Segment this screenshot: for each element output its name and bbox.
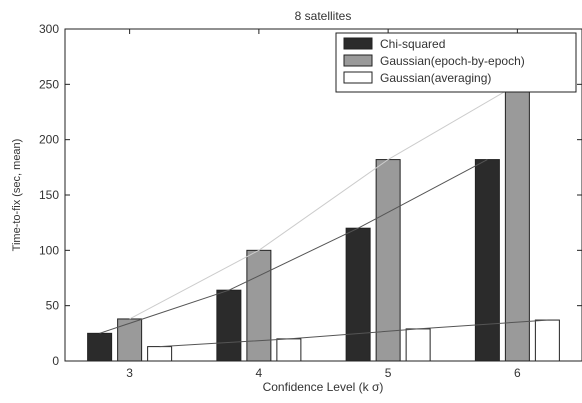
x-tick-label: 5 (385, 366, 392, 380)
y-tick-label: 0 (52, 354, 59, 368)
y-tick-label: 100 (39, 243, 59, 257)
y-tick-label: 250 (39, 77, 59, 91)
bar-2-6 (504, 83, 530, 362)
x-axis-label: Confidence Level (k σ) (263, 380, 384, 394)
y-axis-label: Time-to-fix (sec, mean) (11, 139, 23, 252)
bar-1-5 (345, 227, 371, 362)
y-tick-label: 300 (39, 22, 59, 36)
bar-3-3 (147, 346, 173, 362)
legend-label-2: Gaussian(epoch-by-epoch) (380, 54, 525, 68)
bar-2-3 (117, 318, 143, 362)
x-tick-label: 4 (256, 366, 263, 380)
trend-line-3 (159, 319, 548, 348)
legend-label-3: Gaussian(averaging) (380, 71, 491, 85)
trend-line-1 (99, 159, 488, 334)
bar-2-5 (375, 159, 401, 362)
legend-swatch-3 (343, 71, 373, 84)
trend-line-2 (129, 83, 518, 320)
bar-1-6 (474, 159, 500, 362)
legend-box (335, 32, 577, 93)
x-tick-label: 6 (514, 366, 521, 380)
bar-3-6 (534, 319, 560, 362)
bar-2-4 (246, 249, 272, 362)
bar-1-3 (87, 332, 113, 362)
legend: Chi-squared Gaussian(epoch-by-epoch) Gauss… (335, 32, 577, 93)
y-tick-label: 200 (39, 133, 59, 147)
legend-swatch-2 (343, 54, 373, 67)
y-tick-label: 50 (46, 299, 60, 313)
chart-title: 8 satellites (295, 9, 352, 23)
bar-1-4 (216, 289, 242, 362)
legend-swatch-1 (343, 37, 373, 50)
bar-3-4 (276, 338, 302, 362)
x-tick-label: 3 (126, 366, 133, 380)
legend-label-1: Chi-squared (380, 37, 445, 51)
bar-3-5 (405, 328, 431, 362)
y-tick-label: 150 (39, 188, 59, 202)
